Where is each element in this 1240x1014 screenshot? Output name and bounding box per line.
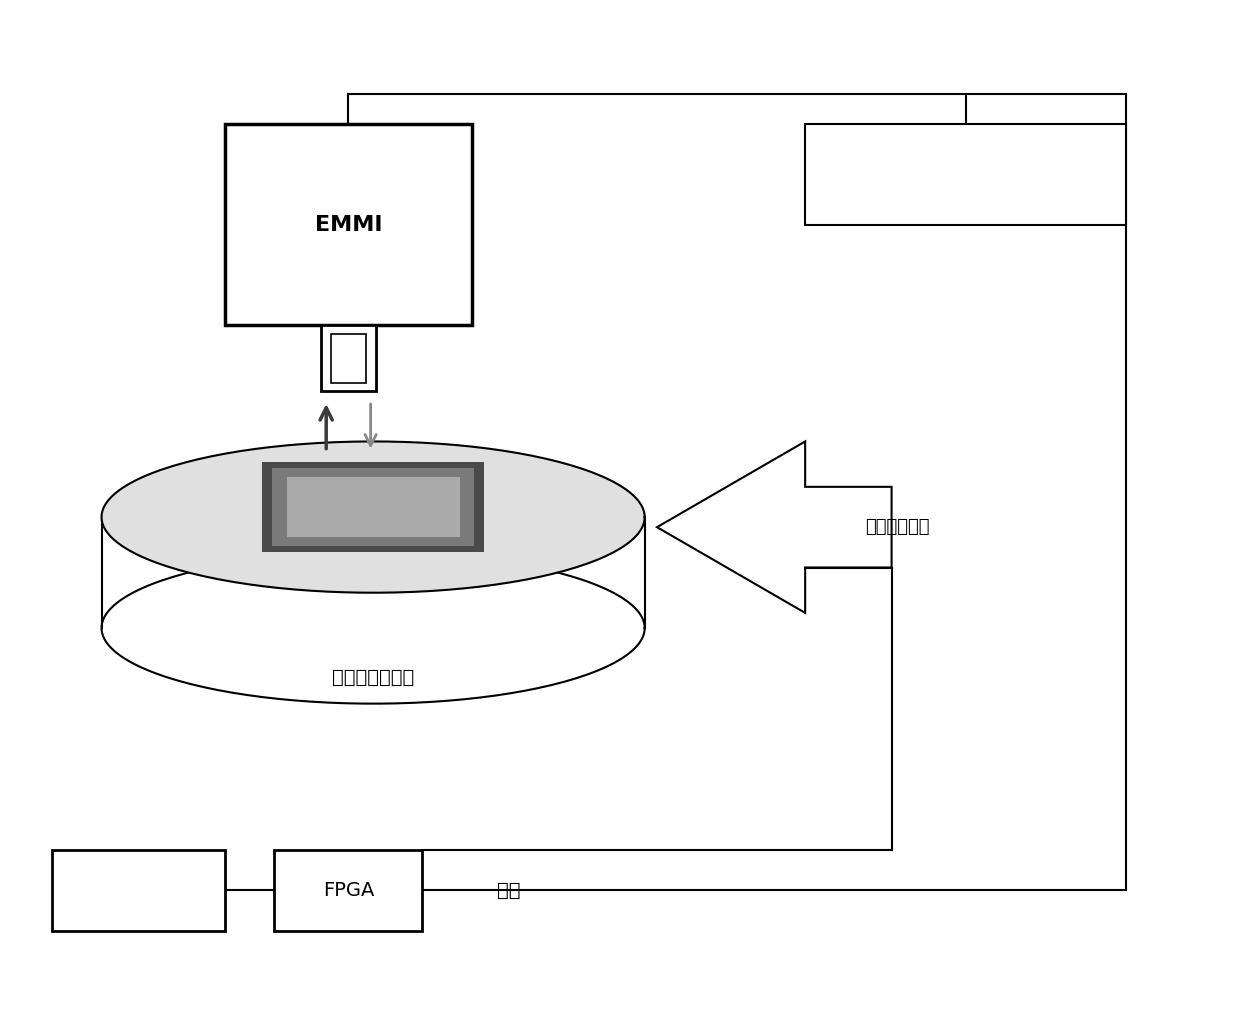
Bar bbox=[262, 461, 484, 553]
Bar bbox=[274, 850, 423, 931]
Bar bbox=[805, 124, 1126, 225]
Text: EMMI: EMMI bbox=[315, 215, 382, 234]
Bar bbox=[272, 467, 475, 547]
Bar bbox=[331, 334, 366, 383]
Bar bbox=[321, 325, 376, 391]
Bar bbox=[52, 850, 224, 931]
Polygon shape bbox=[102, 441, 645, 593]
Polygon shape bbox=[657, 441, 892, 612]
Bar bbox=[102, 517, 645, 628]
Text: 电缆: 电缆 bbox=[497, 881, 521, 899]
Text: 计算机: 计算机 bbox=[122, 881, 156, 899]
Text: 待分析封装芯片: 待分析封装芯片 bbox=[332, 668, 414, 687]
Bar bbox=[224, 124, 472, 325]
Text: FPGA: FPGA bbox=[322, 881, 374, 899]
Text: 图像分析仪: 图像分析仪 bbox=[935, 164, 997, 185]
Bar bbox=[286, 477, 460, 537]
Text: 测试向量施加: 测试向量施加 bbox=[866, 518, 930, 536]
